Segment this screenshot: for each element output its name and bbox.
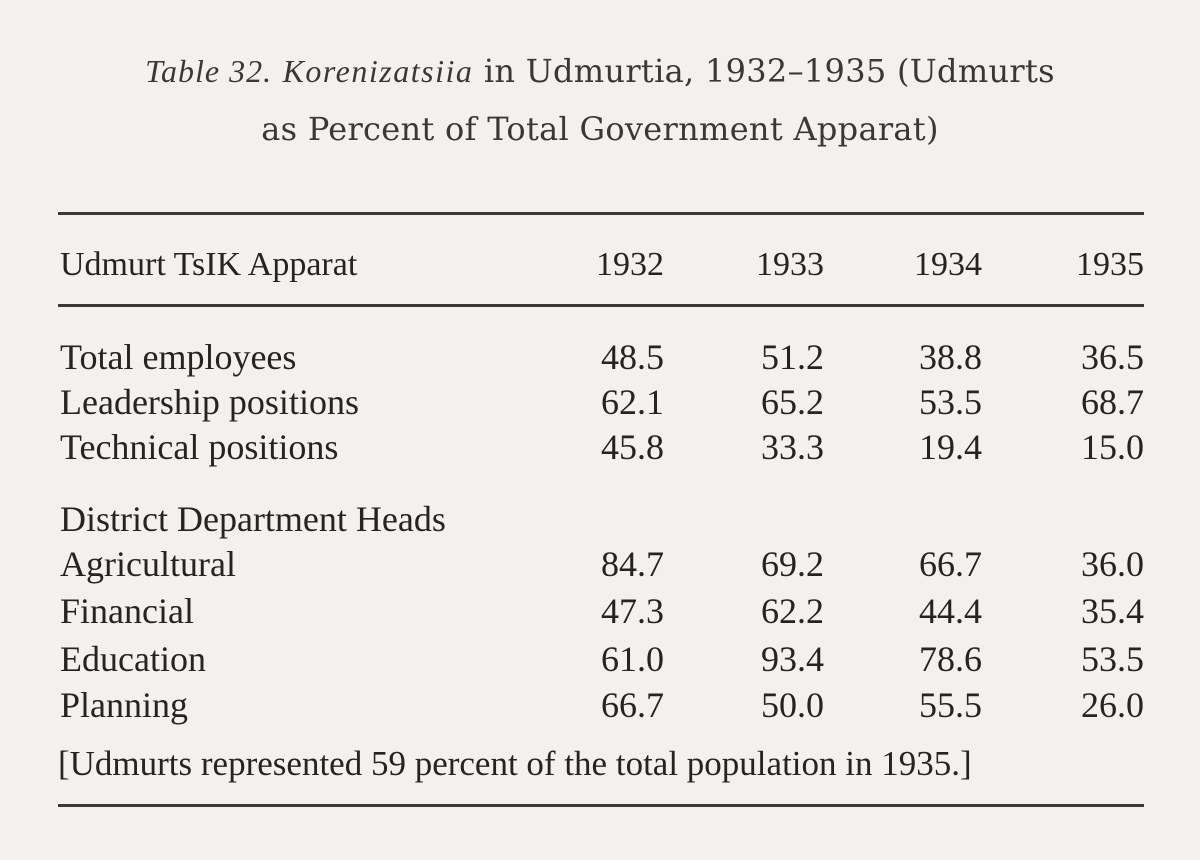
section-heading-row: District Department Heads — [0, 498, 1200, 544]
cell-1932: 61.0 — [601, 639, 664, 679]
table-row-planning: Planning 66.7 50.0 55.5 26.0 — [0, 684, 1200, 730]
cell-1933: 51.2 — [761, 337, 824, 377]
cell-1934: 44.4 — [919, 591, 982, 631]
header-year-1935: 1935 — [1076, 246, 1144, 283]
table-row-leadership-positions: Leadership positions 62.1 65.2 53.5 68.7 — [0, 381, 1200, 427]
cell-1934: 66.7 — [919, 544, 982, 584]
table-row-technical-positions: Technical positions 45.8 33.3 19.4 15.0 — [0, 426, 1200, 472]
table-header-row: Udmurt TsIK Apparat 1932 1933 1934 1935 — [0, 246, 1200, 292]
row-label: Agricultural — [60, 544, 236, 584]
cell-1935: 35.4 — [1081, 591, 1144, 631]
header-year-1932: 1932 — [596, 246, 664, 283]
row-label: Planning — [60, 685, 189, 725]
cell-1935: 68.7 — [1081, 382, 1144, 422]
row-label: Total employees — [60, 337, 297, 377]
cell-1935: 26.0 — [1081, 685, 1144, 725]
cell-1932: 62.1 — [601, 382, 664, 422]
table-footnote: [Udmurts represented 59 percent of the t… — [58, 744, 972, 783]
cell-1934: 38.8 — [919, 337, 982, 377]
cell-1933: 50.0 — [761, 685, 824, 725]
cell-1933: 62.2 — [761, 591, 824, 631]
table-row-agricultural: Agricultural 84.7 69.2 66.7 36.0 — [0, 543, 1200, 589]
row-label: Leadership positions — [60, 382, 359, 422]
header-year-1933: 1933 — [756, 246, 824, 283]
table-row-financial: Financial 47.3 62.2 44.4 35.4 — [0, 590, 1200, 636]
header-year-1934: 1934 — [914, 246, 982, 283]
table-caption-line-1: Table 32. Korenizatsiia in Udmurtia, 193… — [0, 52, 1200, 90]
cell-1932: 45.8 — [601, 427, 664, 467]
cell-1935: 15.0 — [1081, 427, 1144, 467]
cell-1933: 65.2 — [761, 382, 824, 422]
caption-title-text: in Udmurtia, 1932–1935 (Udmurts — [473, 52, 1055, 90]
table-row-total-employees: Total employees 48.5 51.2 38.8 36.5 — [0, 336, 1200, 382]
header-label: Udmurt TsIK Apparat — [60, 246, 358, 283]
row-label: Technical positions — [60, 427, 339, 467]
table-header-rule — [58, 304, 1144, 307]
cell-1932: 47.3 — [601, 591, 664, 631]
caption-italic-term: Korenizatsiia — [282, 53, 474, 89]
row-label: Education — [60, 639, 206, 679]
cell-1934: 55.5 — [919, 685, 982, 725]
cell-1932: 48.5 — [601, 337, 664, 377]
row-label: Financial — [60, 591, 194, 631]
cell-1933: 93.4 — [761, 639, 824, 679]
cell-1934: 78.6 — [919, 639, 982, 679]
table-bottom-rule — [58, 804, 1144, 807]
cell-1933: 69.2 — [761, 544, 824, 584]
table-number-label: Table 32. — [145, 53, 273, 89]
table-caption-line-2: as Percent of Total Government Apparat) — [261, 110, 939, 148]
section-heading: District Department Heads — [60, 499, 446, 539]
table-top-rule — [58, 212, 1144, 215]
cell-1935: 53.5 — [1081, 639, 1144, 679]
cell-1935: 36.5 — [1081, 337, 1144, 377]
cell-1934: 53.5 — [919, 382, 982, 422]
cell-1932: 66.7 — [601, 685, 664, 725]
cell-1933: 33.3 — [761, 427, 824, 467]
cell-1935: 36.0 — [1081, 544, 1144, 584]
cell-1934: 19.4 — [919, 427, 982, 467]
table-row-education: Education 61.0 93.4 78.6 53.5 — [0, 638, 1200, 684]
cell-1932: 84.7 — [601, 544, 664, 584]
